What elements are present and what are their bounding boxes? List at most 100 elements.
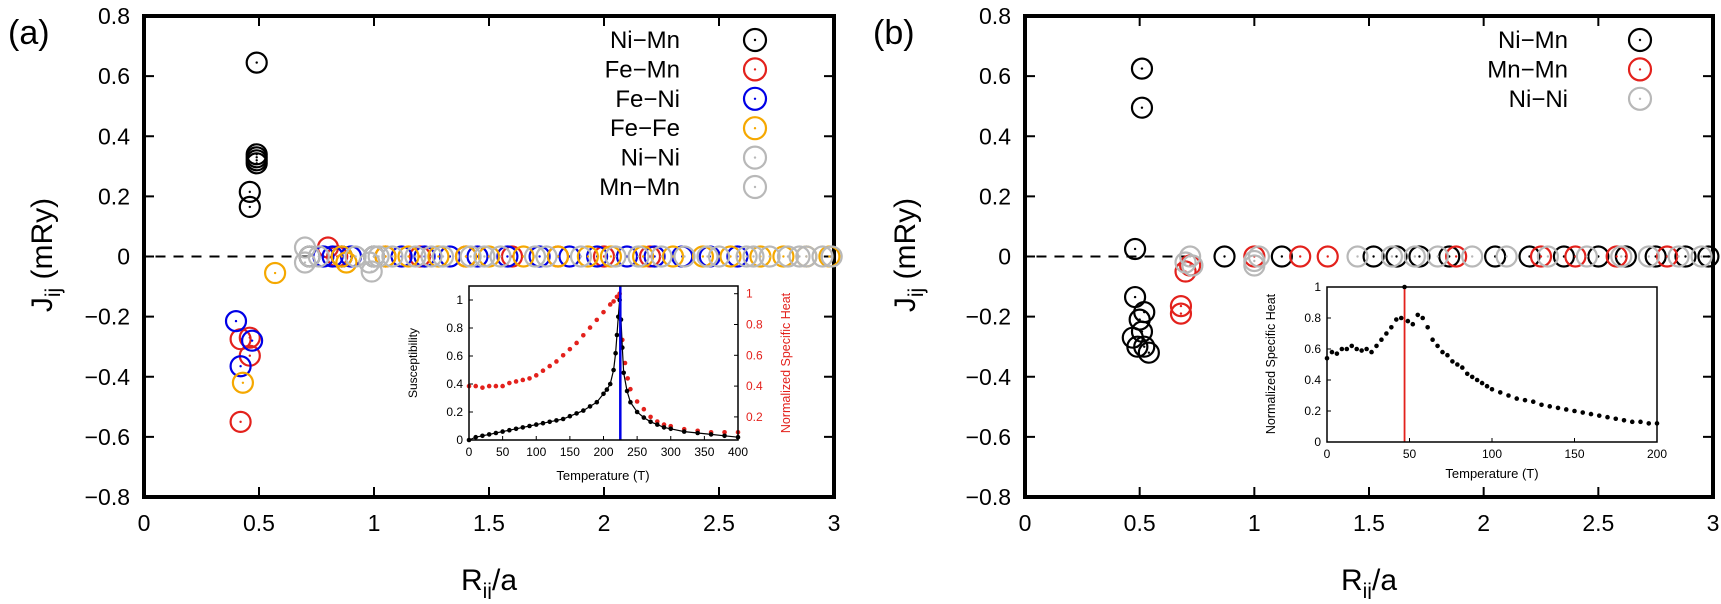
data-point-nini — [627, 245, 650, 268]
inset-y-tick-label: 0.6 — [446, 349, 463, 363]
data-point-nimn — [238, 180, 261, 203]
data-point-nini — [795, 245, 818, 268]
data-point-center — [441, 255, 445, 258]
inset-specific-heat-point — [1430, 337, 1435, 343]
inset-susceptibility-point — [655, 422, 660, 427]
y-tick-label: −0.6 — [85, 424, 130, 450]
data-point-center — [745, 255, 748, 258]
data-point-center — [234, 319, 238, 323]
data-point-mnmn — [742, 245, 765, 268]
inset-specific-heat-point — [1522, 397, 1528, 403]
inset-specific-heat-point — [1460, 365, 1465, 370]
inset-susceptibility-point — [621, 370, 626, 376]
panel-b-y-label: Jij (mRy) — [889, 198, 928, 312]
x-tick-label: 2.5 — [703, 510, 735, 536]
inset-specific-heat-point — [480, 385, 485, 390]
inset-specific-heat-point — [1484, 383, 1490, 389]
inset-susceptibility-point — [708, 432, 714, 437]
y-tick-label: −0.8 — [966, 484, 1011, 510]
legend-marker — [1627, 57, 1653, 82]
inset-specific-heat-point — [1572, 408, 1577, 414]
inset-susceptibility-point — [628, 399, 633, 405]
inset-specific-heat-point — [486, 383, 492, 389]
data-point-nimn — [1130, 320, 1154, 343]
data-point-mnmn — [604, 245, 627, 268]
data-point-center — [660, 255, 663, 258]
data-point-mnmn — [696, 245, 719, 268]
inset-y-right-tick-label: 0.4 — [746, 379, 763, 393]
legend-label: Ni−Ni — [1509, 86, 1568, 113]
data-point-mnmn — [788, 245, 811, 268]
data-point-nimn — [1552, 245, 1576, 268]
inset-susceptibility-point — [587, 404, 593, 409]
data-point-nini — [1575, 245, 1598, 268]
inset-specific-heat-point — [628, 386, 633, 392]
legend-marker-center — [1638, 97, 1642, 101]
inset-x-tick-label: 350 — [694, 445, 714, 459]
inset-x-tick-label: 250 — [627, 445, 647, 459]
inset-specific-heat-point — [493, 383, 499, 389]
inset-specific-heat-point — [1420, 315, 1425, 321]
legend-marker-center — [753, 185, 757, 189]
inset-x-tick-label: 200 — [1647, 447, 1667, 461]
inset-specific-heat-point — [507, 380, 512, 386]
legend-marker-center — [753, 68, 757, 71]
data-point-center — [1179, 312, 1183, 315]
inset-b-background — [1320, 282, 1665, 450]
legend-label: Fe−Fe — [610, 115, 680, 142]
data-point-center — [255, 156, 258, 159]
data-point-nini — [431, 245, 455, 268]
inset-specific-heat-point — [1369, 349, 1374, 355]
data-point-center — [372, 255, 376, 258]
data-point-fefe — [661, 245, 685, 268]
x-tick-label: 2.5 — [1582, 510, 1614, 536]
data-point-nini — [1690, 245, 1713, 268]
y-tick-label: 0.4 — [979, 123, 1011, 149]
data-point-feni — [643, 245, 666, 268]
panel-a-x-ticks: 0 0.5 1 1.5 2 2.5 3 — [138, 16, 840, 536]
inset-specific-heat-point — [1638, 419, 1643, 425]
inset-specific-heat-point — [641, 406, 647, 412]
inset-specific-heat-point — [1497, 390, 1503, 395]
y-tick-label: 0.8 — [98, 3, 130, 29]
inset-y-tick-label: 1 — [1314, 280, 1321, 294]
legend-marker — [742, 57, 768, 82]
data-point-nini — [1637, 245, 1660, 268]
inset-y-tick-label: 0.4 — [446, 377, 463, 391]
legend-marker-center — [753, 97, 757, 101]
data-point-center — [1372, 255, 1375, 258]
inset-susceptibility-point — [681, 429, 687, 434]
inset-specific-heat-point — [1514, 396, 1520, 401]
y-tick-label: −0.6 — [966, 424, 1011, 450]
inset-specific-heat-point — [1506, 393, 1511, 398]
data-point-nimn — [1587, 245, 1610, 268]
data-point-center — [1620, 255, 1623, 258]
inset-specific-heat-point — [554, 359, 559, 364]
data-point-center — [1133, 247, 1137, 251]
data-point-center — [1585, 255, 1589, 258]
y-tick-label: 0 — [998, 244, 1011, 270]
data-point-feni — [241, 329, 264, 352]
panel-a-x-label: Rij/a — [461, 564, 517, 599]
inset-x-tick-label: 400 — [728, 445, 748, 459]
legend-marker — [742, 27, 768, 53]
data-point-center — [641, 255, 645, 258]
data-point-center — [1418, 255, 1421, 258]
data-point-center — [414, 255, 417, 258]
inset-specific-heat-point — [1450, 359, 1455, 364]
data-point-center — [248, 354, 251, 357]
data-point-nimn — [1123, 237, 1147, 261]
inset-specific-heat-point — [1410, 321, 1416, 327]
data-point-femn — [229, 410, 252, 433]
data-point-center — [805, 255, 808, 258]
inset-susceptibility-point — [634, 409, 640, 415]
data-point-center — [828, 255, 831, 258]
inset-specific-heat-point — [1334, 351, 1340, 356]
data-point-nini — [307, 245, 330, 268]
inset-a-x-label: Temperature (T) — [556, 468, 649, 483]
data-point-fefe — [546, 245, 570, 268]
legend-label: Ni−Ni — [621, 145, 680, 172]
data-point-mnmn — [1564, 245, 1587, 268]
inset-specific-heat-point — [1374, 343, 1379, 349]
